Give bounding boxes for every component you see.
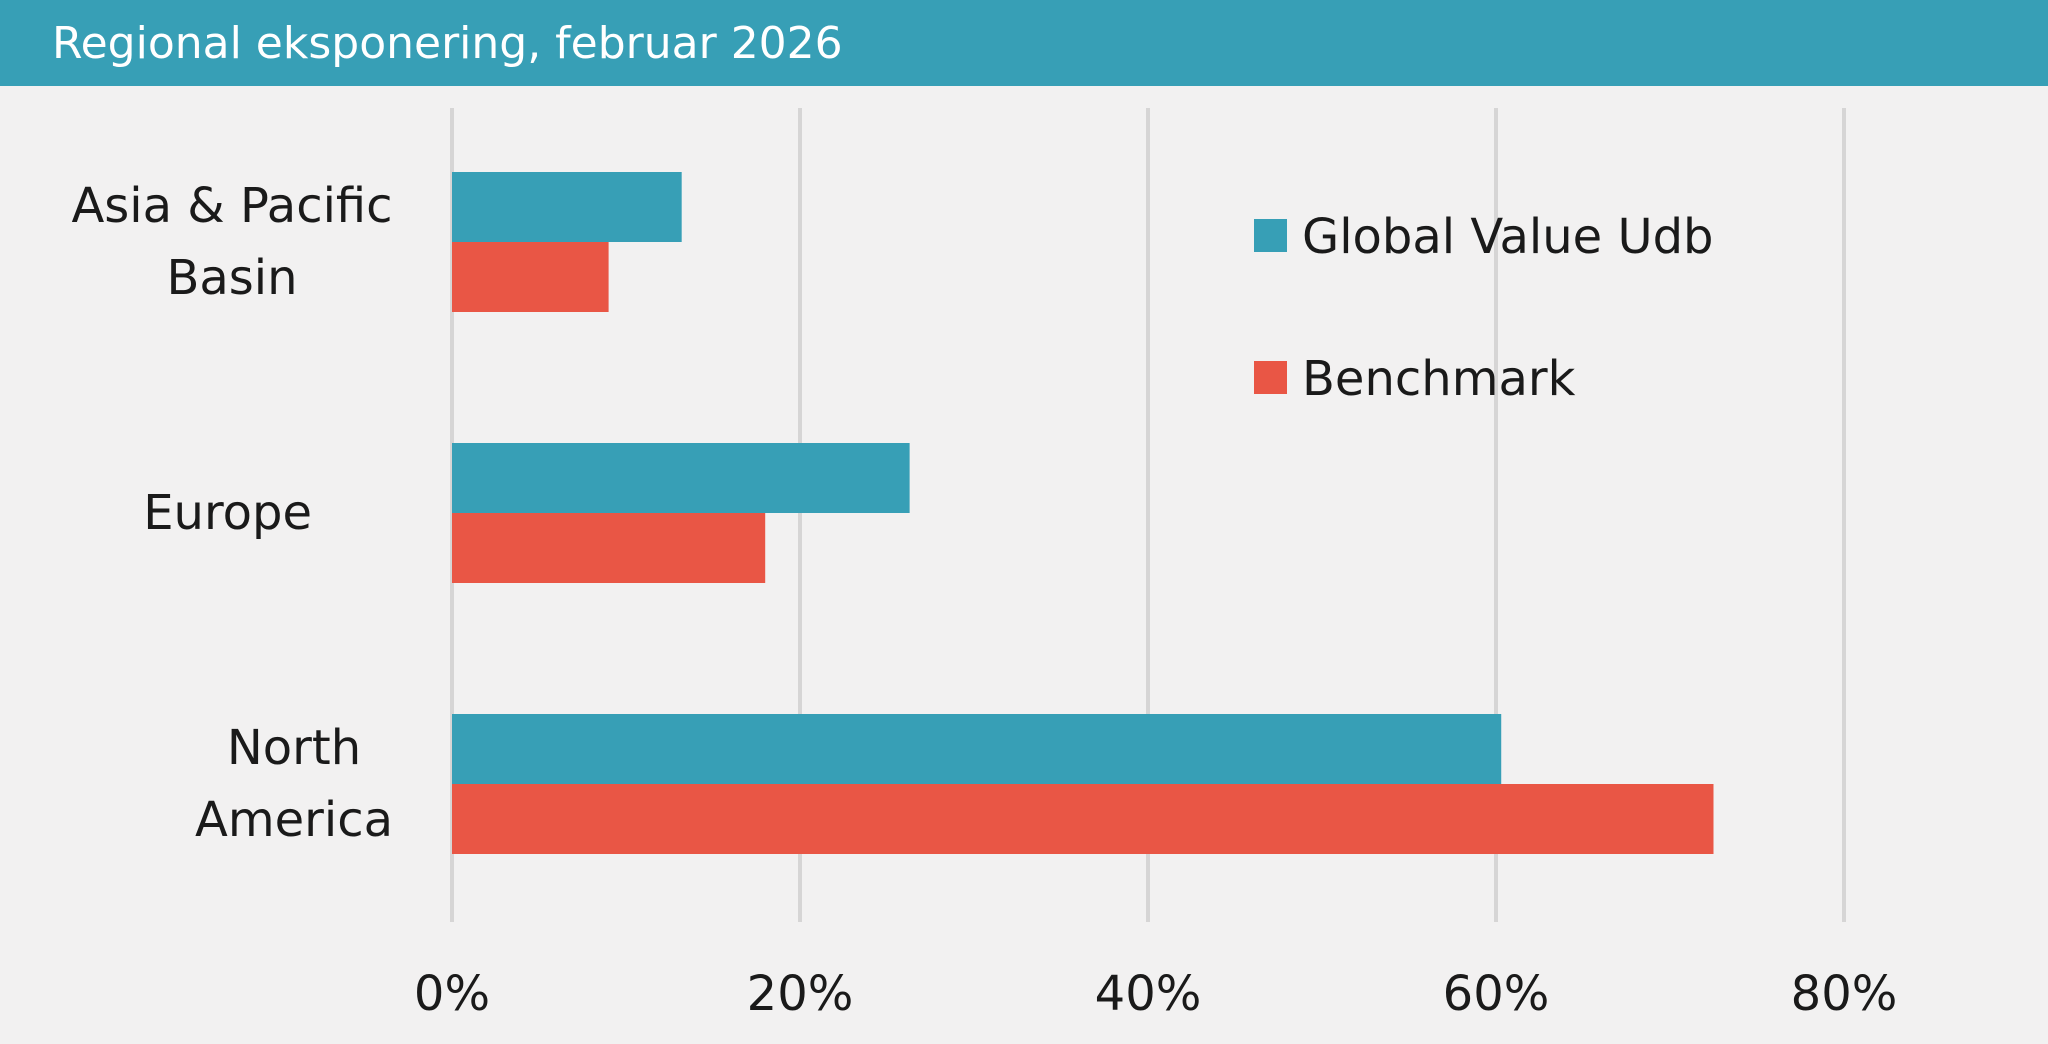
category-label: North America [195,720,393,848]
x-tick-label: 20% [747,966,854,1022]
bar-global-value-udb [452,172,682,242]
x-tick-label: 0% [414,966,490,1022]
category-label: Asia & Pacific Basin [71,178,392,306]
title-bar: Regional eksponering, februar 2026 [0,0,2048,86]
bar-benchmark [452,513,766,583]
legend: Global Value Udb Benchmark [1254,209,1714,407]
legend-label: Benchmark [1302,351,1576,407]
bars [452,172,1714,854]
bar-benchmark [452,784,1714,854]
x-tick-label: 40% [1095,966,1202,1022]
category-labels: Asia & Pacific Basin Europe North America [71,178,393,848]
x-tick-label: 80% [1791,966,1898,1022]
x-tick-label: 60% [1443,966,1550,1022]
category-label-line: America [195,792,393,848]
bar-global-value-udb [452,443,910,513]
category-label: Europe [143,485,312,541]
bar-global-value-udb [452,714,1502,784]
legend-label: Global Value Udb [1302,209,1714,265]
category-label-line: Europe [143,485,312,541]
category-label-line: Basin [166,250,297,306]
x-axis-tick-labels: 0% 20% 40% 60% 80% [414,966,1897,1022]
category-label-line: Asia & Pacific [71,178,392,234]
legend-swatch [1254,219,1287,252]
bar-benchmark [452,242,609,312]
legend-swatch [1254,361,1287,394]
category-label-line: North [227,720,361,776]
chart-title: Regional eksponering, februar 2026 [52,18,843,69]
